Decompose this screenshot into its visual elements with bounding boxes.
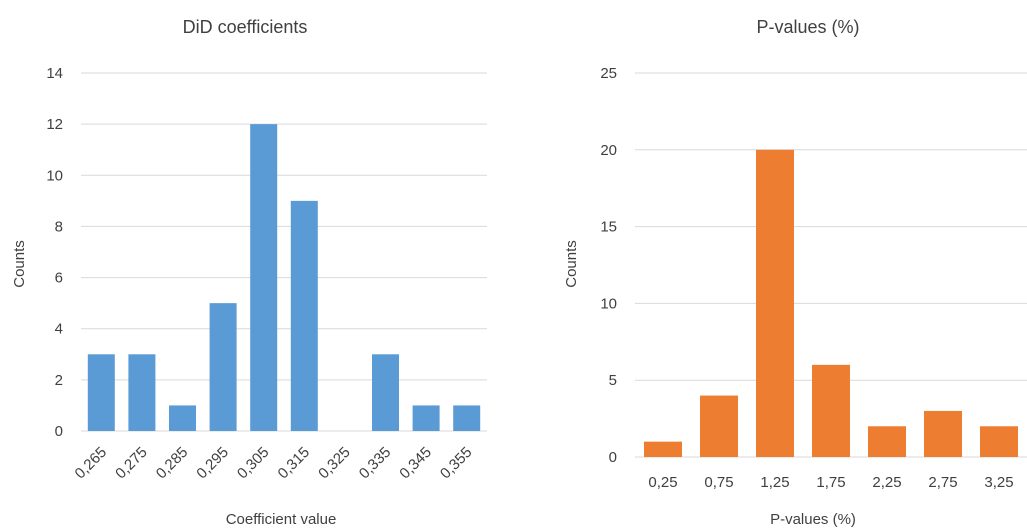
x-tick-label: 3,25 <box>984 474 1013 491</box>
bar <box>756 149 794 458</box>
bar <box>87 354 115 431</box>
x-tick-label: 2,75 <box>928 474 957 491</box>
x-axis-label: Coefficient value <box>226 511 337 528</box>
x-tick-label: 0,345 <box>396 444 435 483</box>
bar <box>169 405 196 431</box>
y-tick-label: 15 <box>600 219 617 236</box>
x-tick-label: 0,275 <box>112 444 151 483</box>
y-tick-label: 20 <box>600 142 617 159</box>
y-tick-label: 6 <box>55 270 63 287</box>
x-tick-label: 0,285 <box>153 444 192 483</box>
x-tick-label: 0,325 <box>315 444 354 483</box>
y-tick-label: 2 <box>55 372 63 389</box>
y-axis-label: Counts <box>563 240 580 288</box>
chart-title: DiD coefficients <box>183 17 308 37</box>
y-tick-label: 12 <box>46 116 63 133</box>
x-tick-label: 0,25 <box>648 474 677 491</box>
x-tick-label: 2,25 <box>872 474 901 491</box>
x-tick-label: 0,295 <box>193 444 232 483</box>
bar <box>412 405 440 431</box>
bar <box>868 426 906 457</box>
bar <box>980 426 1018 457</box>
x-tick-label: 1,25 <box>760 474 789 491</box>
bar <box>290 200 318 431</box>
x-tick-label: 1,75 <box>816 474 845 491</box>
x-tick-label: 0,355 <box>437 444 476 483</box>
bar <box>372 354 399 431</box>
y-tick-label: 10 <box>600 295 617 312</box>
y-tick-label: 0 <box>55 423 63 440</box>
y-tick-label: 25 <box>600 65 617 82</box>
y-tick-label: 4 <box>55 321 63 338</box>
bar <box>250 124 278 432</box>
bar <box>924 410 962 457</box>
did-coefficients-chart: DiD coefficients Counts Coefficient valu… <box>11 17 487 528</box>
y-axis-label: Counts <box>11 240 28 288</box>
x-axis-label: P-values (%) <box>770 511 856 528</box>
bar <box>453 405 481 431</box>
bar <box>700 395 738 457</box>
y-tick-label: 10 <box>46 167 63 184</box>
x-tick-label: 0,315 <box>275 444 314 483</box>
bar <box>209 303 237 431</box>
chart-title: P-values (%) <box>756 17 859 37</box>
y-tick-label: 0 <box>609 449 617 466</box>
x-tick-label: 0,335 <box>356 444 395 483</box>
x-tick-label: 0,265 <box>72 444 111 483</box>
bar <box>812 364 850 457</box>
bar <box>128 354 156 431</box>
x-tick-label: 0,75 <box>704 474 733 491</box>
y-tick-label: 8 <box>55 218 63 235</box>
p-values-chart: P-values (%) Counts P-values (%) 0 5 10 15 2… <box>563 17 1027 528</box>
y-tick-label: 5 <box>609 372 617 389</box>
y-tick-label: 14 <box>46 65 63 82</box>
x-tick-label: 0,305 <box>234 444 273 483</box>
bar <box>644 441 682 457</box>
